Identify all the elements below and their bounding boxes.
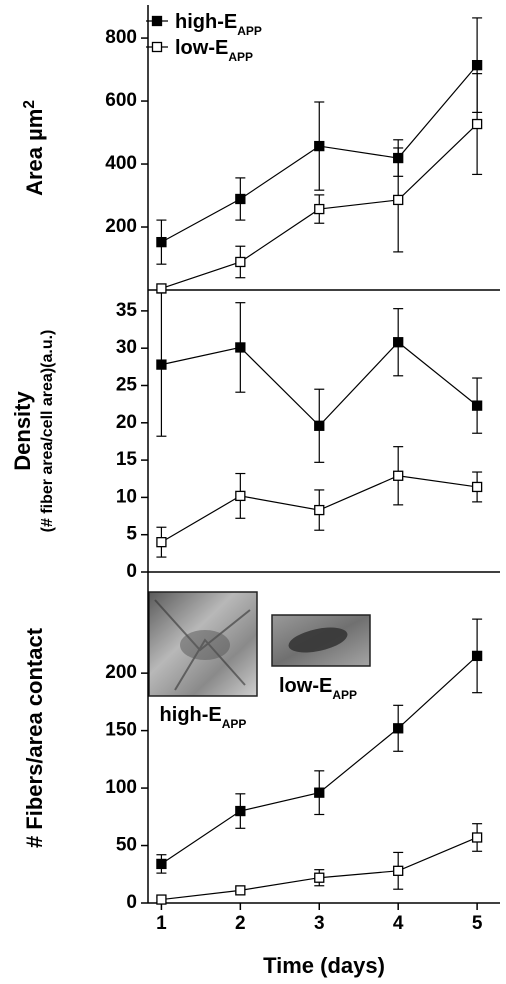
marker (394, 471, 403, 480)
x-tick-label: 1 (156, 913, 167, 934)
y-tick-label: 100 (105, 777, 137, 798)
inset-label-main: high-E (160, 704, 222, 726)
marker (315, 142, 324, 151)
marker (394, 195, 403, 204)
marker (236, 257, 245, 266)
y-axis-label-main: Area µm (22, 109, 47, 196)
y-tick-label: 0 (126, 561, 137, 582)
marker (394, 866, 403, 875)
marker (473, 401, 482, 410)
marker (236, 886, 245, 895)
series-line (161, 837, 477, 899)
inset-label-sub: APP (222, 717, 247, 731)
marker (236, 343, 245, 352)
marker (157, 284, 166, 293)
marker (315, 873, 324, 882)
x-tick-label: 5 (472, 913, 483, 934)
marker (315, 205, 324, 214)
marker (315, 788, 324, 797)
y-tick-label: 200 (105, 216, 137, 237)
series (156, 824, 482, 904)
y-tick-label: 400 (105, 153, 137, 174)
y-tick-label: 20 (116, 412, 137, 433)
legend-marker (153, 17, 162, 26)
inset-label: low-EAPP (279, 675, 357, 702)
legend-label-sub: APP (237, 24, 262, 38)
y-axis-label: Density (10, 391, 35, 471)
marker (473, 482, 482, 491)
legend-label: high-EAPP (175, 11, 262, 38)
marker (473, 651, 482, 660)
series (156, 447, 482, 557)
legend-label: low-EAPP (175, 37, 253, 64)
marker (315, 506, 324, 515)
series (156, 293, 482, 462)
marker (157, 360, 166, 369)
y-axis-label-sup: 2 (21, 100, 38, 109)
y-tick-label: 35 (116, 300, 138, 321)
y-tick-label: 200 (105, 662, 137, 683)
marker (157, 238, 166, 247)
marker (236, 194, 245, 203)
y-axis-label: # Fibers/area contact (22, 627, 47, 848)
marker (236, 807, 245, 816)
y-tick-label: 50 (116, 835, 137, 856)
y-axis-sublabel: (# fiber area/cell area)(a.u.) (39, 330, 56, 533)
y-tick-label: 5 (126, 524, 137, 545)
y-tick-label: 25 (116, 375, 138, 396)
y-tick-label: 15 (116, 449, 138, 470)
legend-marker (153, 43, 162, 52)
marker (473, 120, 482, 129)
marker (236, 491, 245, 500)
y-tick-label: 30 (116, 337, 137, 358)
marker (157, 859, 166, 868)
marker (473, 61, 482, 70)
inset-label: high-EAPP (160, 704, 247, 731)
inset-low (272, 615, 370, 666)
inset-label-main: low-E (279, 675, 332, 697)
x-tick-label: 2 (235, 913, 246, 934)
figure: 200400600800Area µm2high-EAPPlow-EAPP051… (0, 0, 506, 984)
y-tick-label: 600 (105, 90, 137, 111)
inset-label-sub: APP (332, 688, 357, 702)
marker (394, 338, 403, 347)
legend-label-main: high-E (175, 11, 237, 33)
legend-label-main: low-E (175, 37, 228, 59)
y-tick-label: 150 (105, 720, 137, 741)
y-tick-label: 10 (116, 486, 137, 507)
x-tick-label: 4 (393, 913, 404, 934)
marker (315, 421, 324, 430)
marker (157, 538, 166, 547)
y-tick-label: 800 (105, 27, 137, 48)
inset-high (149, 592, 257, 696)
legend-label-sub: APP (228, 50, 253, 64)
marker (473, 833, 482, 842)
x-tick-label: 3 (314, 913, 325, 934)
marker (157, 895, 166, 904)
x-axis-label: Time (days) (263, 953, 385, 978)
marker (394, 724, 403, 733)
y-tick-label: 0 (126, 892, 137, 913)
y-axis-label: Area µm2 (21, 100, 48, 196)
